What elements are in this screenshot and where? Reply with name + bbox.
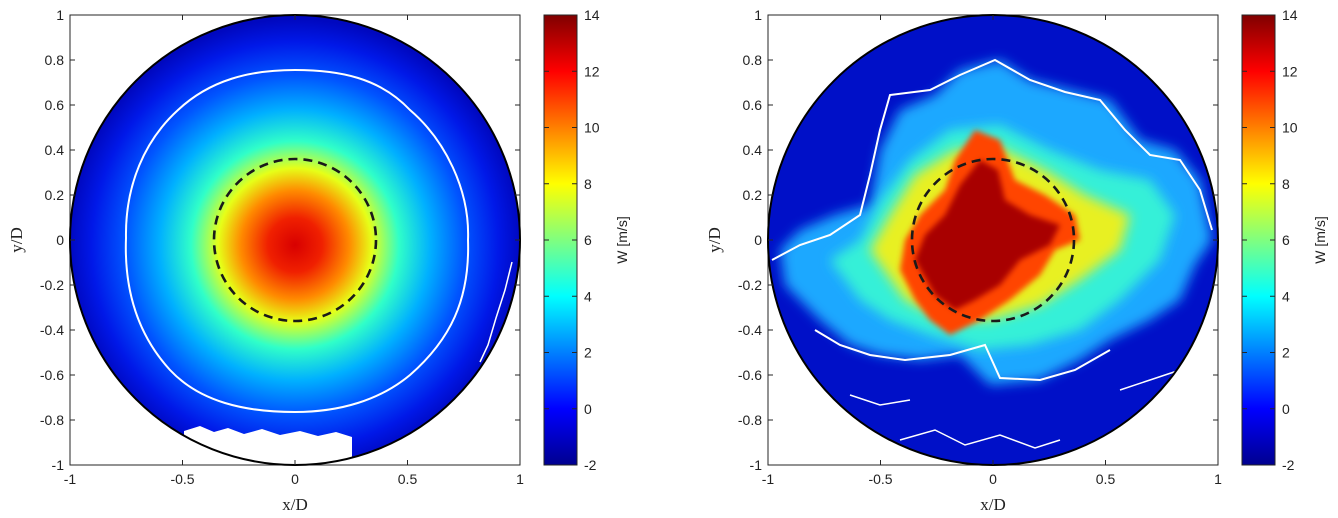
right-ylabel: y/D — [705, 227, 724, 253]
left-ytick-label: 1 — [56, 7, 64, 23]
left-axes: -1 -0.5 0 0.5 1 1 0.8 0.6 0.4 0.2 0 -0.2 -0.4 -0.6 -0.… — [40, 7, 524, 487]
right-ytick-label: -0.8 — [738, 412, 762, 428]
right-xtick-label: -0.5 — [868, 471, 892, 487]
right-colorbar-ticks: 14 12 10 8 6 4 2 0 -2 — [1242, 7, 1298, 473]
right-cb-tick-label: 12 — [1282, 63, 1298, 79]
right-cb-tick-label: 4 — [1282, 288, 1290, 304]
left-colorbar — [543, 14, 578, 466]
right-cb-tick-label: 10 — [1282, 120, 1298, 136]
right-colorbar-label: W [m/s] — [1312, 216, 1328, 263]
right-xtick-label: 0 — [989, 471, 997, 487]
left-heatmap — [70, 15, 520, 465]
right-cb-tick-label: 14 — [1282, 7, 1298, 23]
left-colorbar-label: W [m/s] — [614, 216, 630, 263]
left-cb-tick-label: 0 — [584, 401, 592, 417]
right-dashed-circle — [910, 157, 1076, 323]
left-white-contour — [124, 68, 470, 414]
left-xtick-label: -1 — [64, 471, 77, 487]
left-cb-tick-label: 4 — [584, 288, 592, 304]
left-cb-tick-label: 2 — [584, 345, 592, 361]
right-xtick-label: 1 — [1214, 471, 1222, 487]
right-ytick-label: 0.6 — [743, 97, 763, 113]
left-dashed-circle — [212, 157, 378, 323]
right-ytick-label: 1 — [754, 7, 762, 23]
left-xtick-label: -0.5 — [170, 471, 194, 487]
left-cb-tick-label: 12 — [584, 63, 600, 79]
left-cb-tick-label: 14 — [584, 7, 600, 23]
left-xtick-label: 0 — [291, 471, 299, 487]
left-cb-tick-label: 10 — [584, 120, 600, 136]
left-ytick-label: 0.6 — [45, 97, 65, 113]
right-ytick-label: 0 — [754, 232, 762, 248]
right-cb-tick-label: 2 — [1282, 345, 1290, 361]
left-xtick-label: 0.5 — [398, 471, 418, 487]
right-ytick-label: 0.2 — [743, 187, 763, 203]
right-bottom-speckle — [849, 369, 1181, 449]
left-xtick-label: 1 — [516, 471, 524, 487]
left-ytick-label: -0.4 — [40, 322, 64, 338]
left-cb-tick-label: -2 — [584, 457, 597, 473]
right-axes: -1 -0.5 0 0.5 1 1 0.8 0.6 0.4 0.2 0 -0.2 -0.4 -0.6 -0.… — [738, 7, 1222, 487]
right-xtick-label: -1 — [762, 471, 775, 487]
left-ytick-label: 0.4 — [45, 142, 65, 158]
right-ytick-label: 0.4 — [743, 142, 763, 158]
right-cb-tick-label: 8 — [1282, 176, 1290, 192]
right-colorbar — [1241, 14, 1276, 466]
left-ytick-label: -1 — [52, 457, 65, 473]
left-colorbar-ticks: 14 12 10 8 6 4 2 0 -2 — [544, 7, 600, 473]
left-ytick-label: -0.2 — [40, 277, 64, 293]
right-cb-tick-label: -2 — [1282, 457, 1295, 473]
left-edge-contour — [479, 261, 513, 363]
right-dark-red-core — [915, 160, 1060, 310]
right-xlabel: x/D — [980, 495, 1006, 514]
right-heatmap — [768, 15, 1218, 465]
right-panel: -1 -0.5 0 0.5 1 1 0.8 0.6 0.4 0.2 0 -0.2 -0.4 -0.6 -0.… — [705, 7, 1328, 514]
right-white-contour — [771, 58, 1213, 382]
right-ytick-label: -0.4 — [738, 322, 762, 338]
left-ylabel: y/D — [7, 227, 26, 253]
right-ytick-label: -0.2 — [738, 277, 762, 293]
right-ytick-label: 0.8 — [743, 52, 763, 68]
left-ytick-label: -0.8 — [40, 412, 64, 428]
right-xtick-label: 0.5 — [1096, 471, 1116, 487]
left-cb-tick-label: 6 — [584, 232, 592, 248]
right-cb-tick-label: 6 — [1282, 232, 1290, 248]
right-cb-tick-label: 0 — [1282, 401, 1290, 417]
left-ytick-label: 0.2 — [45, 187, 65, 203]
right-ytick-label: -1 — [750, 457, 763, 473]
left-cb-tick-label: 8 — [584, 176, 592, 192]
left-ytick-label: 0 — [56, 232, 64, 248]
left-ytick-label: 0.8 — [45, 52, 65, 68]
right-ytick-label: -0.6 — [738, 367, 762, 383]
left-ytick-label: -0.6 — [40, 367, 64, 383]
left-xlabel: x/D — [282, 495, 308, 514]
left-panel: -1 -0.5 0 0.5 1 1 0.8 0.6 0.4 0.2 0 -0.2 -0.4 -0.6 -0.… — [7, 7, 630, 514]
